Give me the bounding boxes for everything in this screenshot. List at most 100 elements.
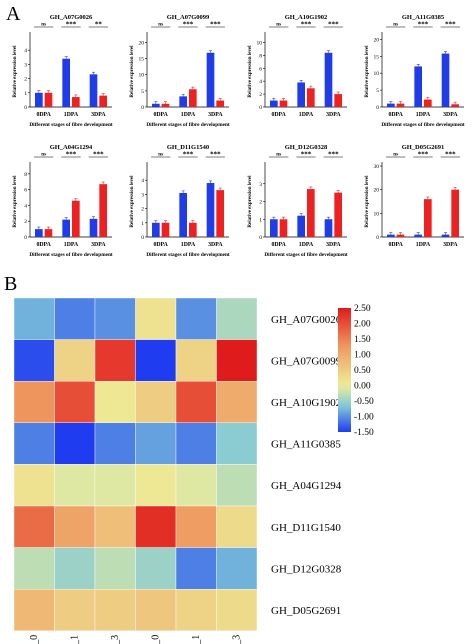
- x-tick-label: 3DPA: [208, 242, 223, 248]
- significance-label: ***: [210, 21, 221, 29]
- heat-cell-gh-d11g1540-fz_3: [216, 505, 258, 548]
- heat-cell-gh-a11g0385-fz_3: [216, 422, 258, 465]
- x-tick-label: 1DPA: [416, 242, 431, 248]
- significance-label: ***: [183, 21, 194, 29]
- y-tick-label: 1: [259, 217, 262, 223]
- y-tick-label: 30: [374, 164, 380, 170]
- bar-chart-gh-d12g0328: GH_D12G0328 0 1 2 3 Relative expression level…: [248, 144, 348, 258]
- significance-label: ns: [158, 23, 163, 28]
- significance-label: ns: [276, 153, 281, 158]
- significance-label: **: [95, 21, 103, 29]
- significance-label: ***: [93, 151, 104, 159]
- bar-chart-gh-a10g1902: GH_A10G1902 0 2 4 6 8 10 Relative expression le…: [248, 14, 347, 118]
- bar-chart-gh-a07g0026: GH_A07G0026 0 1 2 3 4 Relative expression leve…: [13, 14, 113, 128]
- heat-cell-gh-a10g1902-fz_0: [135, 381, 177, 424]
- bar-blue-0dpa: [152, 222, 160, 237]
- chart-title: GH_D11G1540: [167, 144, 209, 151]
- y-tick-label: 0: [259, 235, 262, 241]
- significance-label: ***: [328, 151, 339, 159]
- heat-row-label: GH_D12G0328: [271, 563, 342, 575]
- y-tick-label: 0: [141, 105, 144, 111]
- bar-blue-1dpa: [414, 234, 422, 237]
- bar-red-1dpa: [424, 199, 432, 237]
- colorbar-tick-label: -1.00: [354, 413, 374, 423]
- bar-red-3dpa: [216, 190, 224, 237]
- bar-red-0dpa: [396, 103, 405, 107]
- heat-cell-gh-d05g2691-fz_3: [94, 589, 136, 632]
- y-tick-label: 6: [259, 66, 262, 72]
- chart-title: GH_D05G2691: [402, 144, 445, 151]
- bar-chart-gh-a07g0099: GH_A07G0099 0 5 10 15 20 Relative expression l…: [130, 14, 230, 128]
- significance-label: ***: [445, 151, 456, 159]
- bar-red-0dpa: [161, 103, 170, 107]
- bar-blue-0dpa: [270, 219, 278, 237]
- heat-column-label: fz_1: [70, 635, 81, 644]
- heat-cell-gh-d12g0328-fz_3: [216, 547, 258, 590]
- heat-column-label: FZ_3: [232, 635, 243, 644]
- panel-label-a: A: [6, 3, 21, 25]
- bar-red-3dpa: [334, 192, 342, 237]
- x-tick-label: 0DPA: [388, 242, 403, 248]
- heat-column-label: fz_3: [110, 635, 121, 644]
- heat-cell-gh-a07g0026-fz_0: [135, 297, 177, 340]
- heat-cell-gh-a10g1902-fz_1: [175, 381, 217, 424]
- x-tick-label: 0DPA: [36, 112, 51, 118]
- y-tick-label: 0: [24, 235, 27, 241]
- bar-red-1dpa: [189, 89, 197, 107]
- y-axis-label: Relative expression level: [248, 45, 253, 98]
- x-tick-label: 1DPA: [181, 242, 196, 248]
- heat-cell-gh-a11g0385-fz_0: [13, 422, 55, 465]
- chart-title: GH_A11G0385: [402, 14, 445, 21]
- bar-blue-0dpa: [35, 92, 43, 107]
- significance-label: ns: [393, 153, 398, 158]
- y-tick-label: 15: [374, 54, 380, 60]
- y-tick-label: 3: [259, 182, 262, 188]
- bar-red-1dpa: [189, 222, 197, 237]
- y-tick-label: 5: [376, 88, 379, 94]
- chart-title: GH_D12G0328: [285, 144, 328, 151]
- heatmap: GH_A07G0026 GH_A07G0099 GH_A10G1902 GH_A11G…: [13, 297, 374, 644]
- significance-label: ***: [301, 151, 312, 159]
- y-tick-label: 10: [374, 211, 380, 217]
- x-tick-label: 0DPA: [271, 112, 286, 118]
- x-tick-label: 3DPA: [443, 112, 458, 118]
- heat-cell-gh-a07g0026-fz_3: [216, 297, 258, 340]
- colorbar-tick-label: 2.00: [354, 320, 371, 330]
- y-tick-label: 1: [141, 221, 144, 227]
- heat-column-label: FZ_1: [191, 635, 202, 644]
- y-tick-label: 8: [259, 53, 262, 59]
- y-axis-label: Relative expression level: [13, 45, 18, 98]
- bar-blue-1dpa: [62, 219, 70, 237]
- heat-cell-gh-a07g0099-fz_1: [175, 339, 217, 382]
- x-axis-label: Different stages of fibre development: [29, 252, 113, 258]
- bar-blue-1dpa: [414, 66, 422, 107]
- bar-blue-3dpa: [441, 234, 450, 237]
- colorbar-tick-label: 0.50: [354, 366, 371, 376]
- heat-column-label: FZ_0: [151, 635, 162, 644]
- heat-cell-gh-a04g1294-fz_0: [135, 464, 177, 507]
- heat-cell-gh-a07g0026-fz_1: [175, 297, 217, 340]
- heat-row-label: GH_D05G2691: [271, 605, 341, 617]
- bar-blue-0dpa: [152, 103, 160, 107]
- heat-cell-gh-d05g2691-fz_0: [13, 589, 55, 632]
- significance-label: ns: [41, 23, 46, 28]
- bar-blue-3dpa: [89, 74, 98, 107]
- y-axis-label: Relative expression level: [130, 175, 135, 228]
- heat-cell-gh-a10g1902-fz_1: [54, 381, 96, 424]
- bar-red-0dpa: [279, 100, 288, 107]
- y-tick-label: 20: [139, 40, 145, 46]
- heat-row-label: GH_A10G1902: [271, 397, 341, 409]
- x-axis-label: Different stages of fibre development: [381, 122, 465, 128]
- y-tick-label: 15: [139, 57, 145, 63]
- bar-blue-0dpa: [35, 229, 43, 237]
- x-tick-label: 0DPA: [271, 242, 286, 248]
- y-tick-label: 2: [24, 219, 27, 225]
- x-tick-label: 1DPA: [299, 242, 314, 248]
- bar-red-3dpa: [334, 94, 342, 107]
- y-tick-label: 8: [24, 172, 27, 178]
- heat-cell-gh-d11g1540-fz_1: [175, 505, 217, 548]
- y-axis-label: Relative expression level: [248, 175, 253, 228]
- heat-cell-gh-a11g0385-fz_1: [54, 422, 96, 465]
- y-tick-label: 10: [139, 73, 145, 79]
- bar-red-1dpa: [72, 97, 80, 107]
